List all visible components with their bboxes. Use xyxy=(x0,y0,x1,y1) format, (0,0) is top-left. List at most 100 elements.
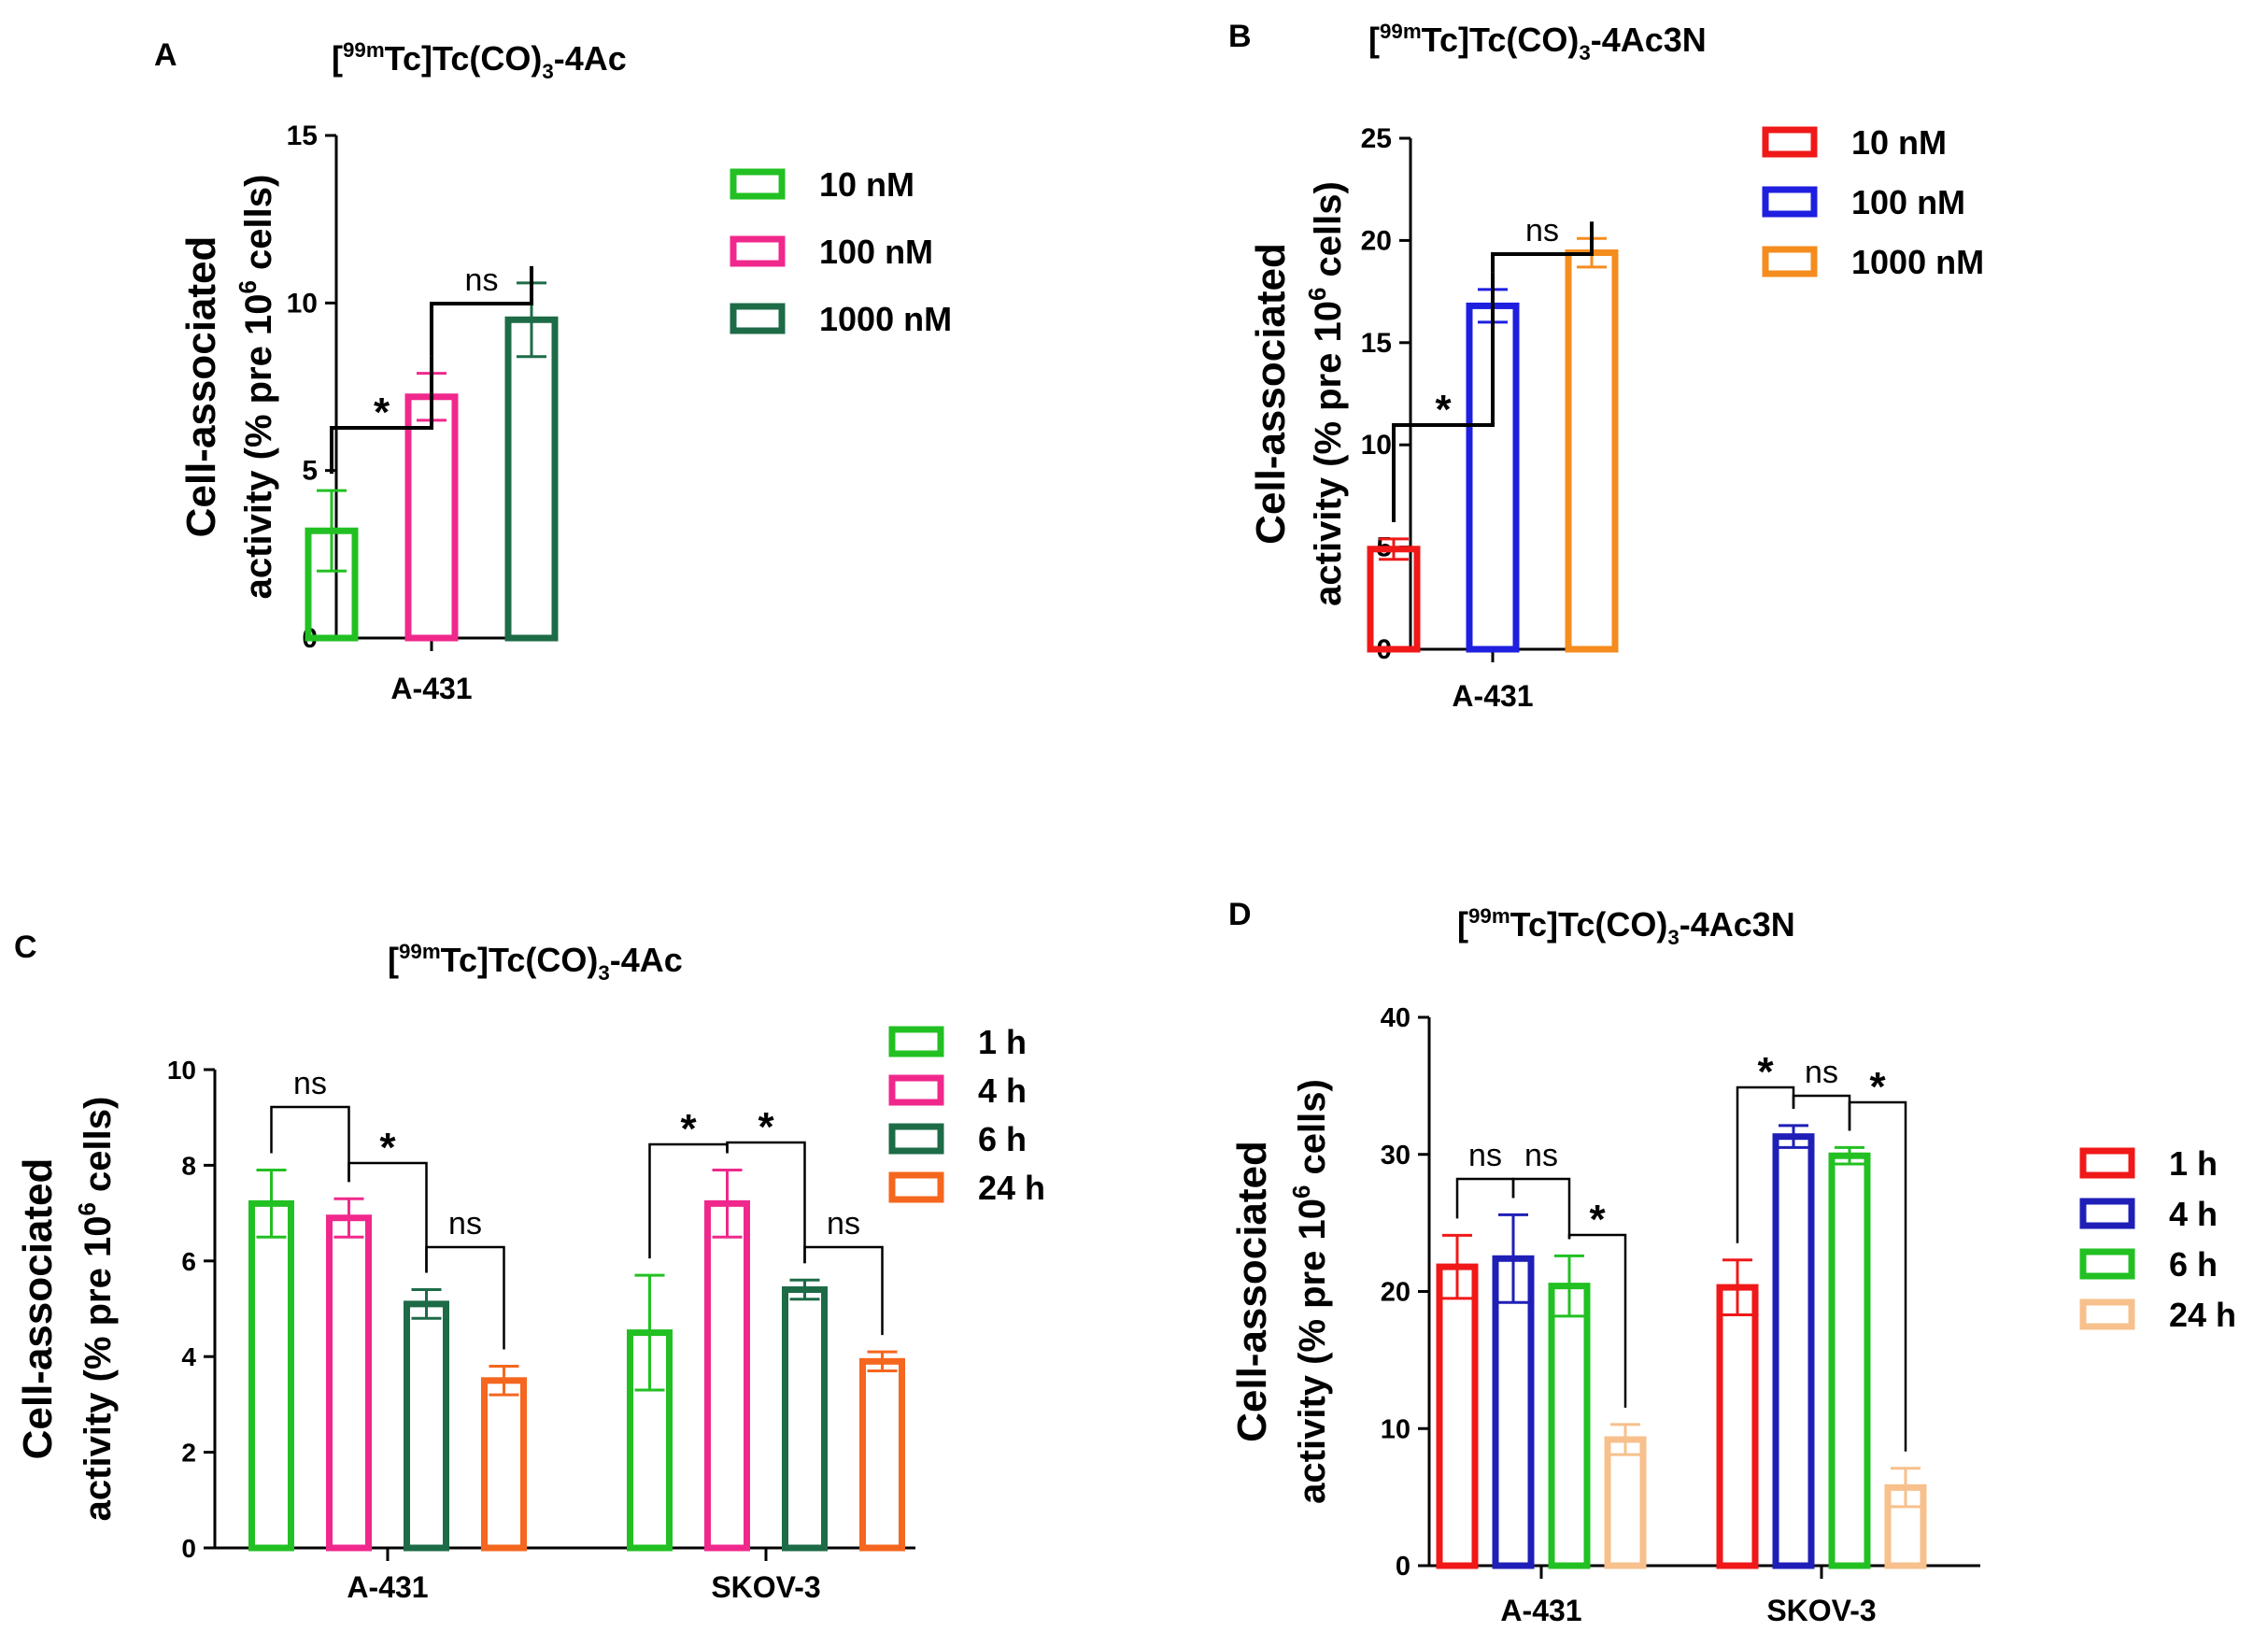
y-tick-label: 10 xyxy=(1381,1414,1410,1444)
legend-swatch xyxy=(730,168,786,200)
title-bracket: [ xyxy=(388,941,399,979)
title-suffix: -4Ac xyxy=(610,941,683,979)
title-bracket: [ xyxy=(1368,21,1380,59)
y-tick-label: 10 xyxy=(167,1056,196,1085)
bar xyxy=(481,1377,527,1552)
bar xyxy=(504,316,559,642)
significance-label: ns xyxy=(448,1206,482,1242)
y-axis-label-line1: Cell-associated xyxy=(1248,243,1294,545)
y-tick-label: 8 xyxy=(181,1151,196,1180)
bar xyxy=(782,1286,828,1552)
significance-bracket xyxy=(1455,1177,1515,1219)
bar xyxy=(1716,1284,1759,1569)
legend-label: 10 nM xyxy=(819,165,914,204)
significance-label: * xyxy=(1757,1049,1774,1095)
bar xyxy=(404,1300,449,1552)
legend-swatch xyxy=(2079,1248,2135,1280)
legend-label: 6 h xyxy=(2169,1245,2218,1284)
bar xyxy=(404,393,459,642)
panel-title: [99mTc]Tc(CO)3-4Ac xyxy=(388,940,683,985)
significance-bracket xyxy=(726,1141,806,1264)
y-label-superscript: 6 xyxy=(1287,1185,1315,1199)
y-tick-label: 15 xyxy=(1361,328,1392,359)
y-label-superscript: 6 xyxy=(234,280,262,293)
legend-label: 24 h xyxy=(2169,1296,2236,1334)
bar xyxy=(248,1199,294,1552)
legend-label: 6 h xyxy=(978,1120,1027,1158)
y-tick-label: 0 xyxy=(181,1534,196,1563)
panel-c: C [99mTc]Tc(CO)3-4Ac Cell-associated activi… xyxy=(14,929,1045,1604)
bar xyxy=(859,1357,905,1552)
title-subscript: 3 xyxy=(598,961,609,985)
legend-label: 1 h xyxy=(978,1023,1027,1061)
bar xyxy=(704,1199,750,1552)
title-suffix: -4Ac3N xyxy=(1680,905,1795,944)
title-subscript: 3 xyxy=(542,60,553,83)
y-tick-label: 4 xyxy=(181,1342,196,1371)
title-main: Tc]Tc(CO) xyxy=(385,39,543,78)
title-main: Tc]Tc(CO) xyxy=(1510,905,1668,944)
significance-label: ns xyxy=(827,1206,860,1242)
significance-bracket xyxy=(1567,1233,1627,1408)
title-bracket: [ xyxy=(332,39,343,78)
legend-swatch xyxy=(2079,1147,2135,1179)
legend-label: 1 h xyxy=(2169,1144,2218,1183)
y-tick-label: 15 xyxy=(287,121,318,151)
x-tick-label: A-431 xyxy=(1452,679,1533,713)
title-superscript: 99m xyxy=(343,38,385,62)
legend-swatch xyxy=(730,235,786,267)
significance-bracket xyxy=(430,265,533,357)
title-suffix: -4Ac3N xyxy=(1591,21,1707,59)
legend-label: 100 nM xyxy=(1851,183,1965,221)
significance-label: ns xyxy=(465,263,499,298)
y-tick-label: 5 xyxy=(302,456,318,487)
panel-title: [99mTc]Tc(CO)3-4Ac3N xyxy=(1457,904,1795,949)
title-subscript: 3 xyxy=(1579,41,1590,64)
panel-title: [99mTc]Tc(CO)3-4Ac3N xyxy=(1368,20,1707,64)
y-axis-label-line1: Cell-associated xyxy=(178,236,224,538)
x-tick-label: SKOV-3 xyxy=(1766,1594,1876,1627)
x-tick-label: A-431 xyxy=(347,1570,428,1604)
legend-swatch xyxy=(2079,1298,2135,1330)
bar xyxy=(1772,1133,1815,1569)
significance-label: * xyxy=(1589,1197,1606,1242)
panel-label: B xyxy=(1228,19,1252,54)
significance-label: * xyxy=(758,1104,774,1150)
y-tick-label: 6 xyxy=(181,1247,196,1276)
bar xyxy=(1436,1263,1479,1569)
significance-label: * xyxy=(379,1125,396,1171)
significance-label: * xyxy=(1869,1064,1886,1110)
significance-bracket xyxy=(330,356,433,475)
y-tick-label: 0 xyxy=(1396,1552,1410,1582)
y-label-superscript: 6 xyxy=(73,1202,101,1215)
y-axis-label-line2: activity (% pre 106 cells) xyxy=(1303,181,1349,606)
significance-bracket xyxy=(1511,1177,1571,1240)
bar xyxy=(1565,249,1619,653)
title-superscript: 99m xyxy=(1468,904,1510,928)
y-label-text: activity (% pre 10 xyxy=(238,294,279,600)
legend-label: 4 h xyxy=(978,1071,1027,1110)
significance-label: ns xyxy=(1524,1138,1558,1173)
panel-b: B [99mTc]Tc(CO)3-4Ac3N Cell-associated acti… xyxy=(1228,19,1984,713)
significance-label: ns xyxy=(293,1066,327,1101)
legend-label: 100 nM xyxy=(819,233,933,271)
legend-swatch xyxy=(1762,126,1818,158)
title-suffix: -4Ac xyxy=(554,39,627,78)
significance-label: * xyxy=(374,390,390,435)
bar xyxy=(326,1214,372,1552)
legend-swatch xyxy=(1762,186,1818,218)
x-tick-label: A-431 xyxy=(390,672,472,705)
legend-label: 4 h xyxy=(2169,1195,2218,1233)
title-main: Tc]Tc(CO) xyxy=(441,941,599,979)
y-tick-label: 30 xyxy=(1381,1141,1410,1171)
panel-title: [99mTc]Tc(CO)3-4Ac xyxy=(332,38,627,83)
significance-label: * xyxy=(1435,387,1452,433)
y-axis-label-line2: activity (% pre 106 cells) xyxy=(73,1097,119,1522)
y-tick-label: 40 xyxy=(1381,1003,1410,1033)
title-superscript: 99m xyxy=(399,940,441,963)
y-label-text: cells) xyxy=(1308,181,1349,287)
y-axis-label-line1: Cell-associated xyxy=(15,1158,61,1460)
y-label-text: activity (% pre 10 xyxy=(1292,1199,1333,1504)
